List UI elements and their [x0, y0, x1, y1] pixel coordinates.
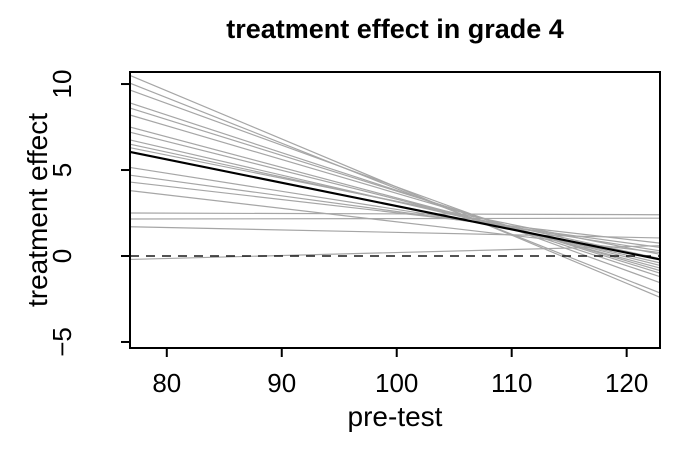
sim-line [129, 245, 661, 261]
plot-box [129, 71, 661, 349]
x-tick-label: 90 [267, 368, 296, 398]
y-tick-label: −5 [47, 327, 77, 357]
sim-line [129, 102, 661, 278]
x-axis-label: pre-test [347, 401, 443, 432]
sim-line [129, 166, 661, 252]
x-tick-label: 80 [152, 368, 181, 398]
x-tick-label: 100 [375, 368, 418, 398]
sim-line [129, 217, 661, 220]
y-tick-label: 10 [47, 70, 77, 99]
x-tick-label: 110 [491, 368, 532, 398]
sim-line [129, 89, 661, 284]
y-tick-label: 5 [47, 163, 77, 177]
sim-line [129, 126, 661, 269]
sim-line [129, 181, 661, 244]
sim-line [129, 174, 661, 248]
sim-line [129, 82, 661, 294]
x-tick-label: 120 [605, 368, 648, 398]
mean-estimate-line [129, 150, 661, 261]
chart-title: treatment effect in grade 4 [226, 14, 564, 44]
sim-line [129, 226, 661, 239]
sim-line [129, 212, 661, 216]
sim-line [129, 107, 661, 274]
y-tick-label: 0 [47, 249, 77, 263]
sim-line [129, 131, 661, 267]
